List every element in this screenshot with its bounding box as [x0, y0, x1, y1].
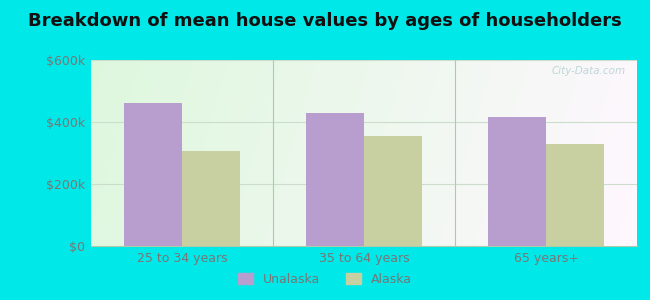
Text: City-Data.com: City-Data.com [552, 66, 626, 76]
Bar [488, 117, 546, 246]
Bar [124, 103, 182, 246]
Text: Breakdown of mean house values by ages of householders: Breakdown of mean house values by ages o… [28, 12, 622, 30]
Bar [182, 152, 240, 246]
Bar [364, 136, 423, 246]
Bar [306, 113, 364, 246]
Legend: Unalaska, Alaska: Unalaska, Alaska [233, 268, 417, 291]
Bar [546, 144, 604, 246]
